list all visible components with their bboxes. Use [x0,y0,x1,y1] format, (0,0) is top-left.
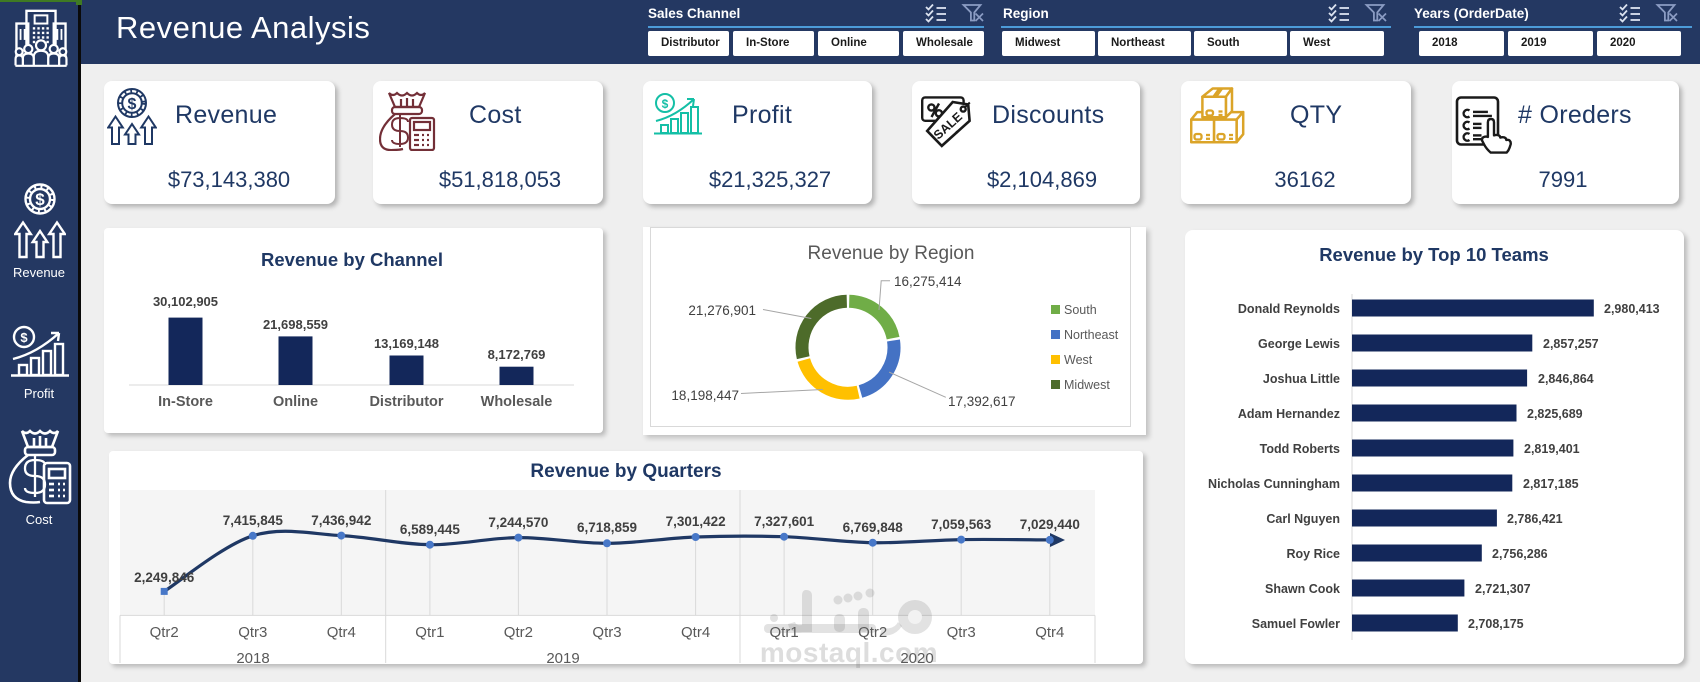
svg-text:2,786,421: 2,786,421 [1507,512,1563,526]
svg-text:George Lewis: George Lewis [1258,337,1340,351]
svg-text:2,819,401: 2,819,401 [1524,442,1580,456]
svg-text:Wholesale: Wholesale [481,394,553,410]
svg-text:Revenue by Channel: Revenue by Channel [261,249,443,270]
svg-text:7,301,422: 7,301,422 [666,514,726,529]
svg-text:Donald Reynolds: Donald Reynolds [1238,302,1340,316]
svg-text:Online: Online [273,394,318,410]
svg-text:2018: 2018 [236,650,269,664]
svg-text:2,249,846: 2,249,846 [134,570,195,585]
svg-text:7,029,440: 7,029,440 [1020,517,1080,532]
svg-text:8,172,769: 8,172,769 [488,347,546,362]
svg-text:2019: 2019 [546,650,579,664]
svg-text:6,769,848: 6,769,848 [843,520,904,535]
svg-text:$: $ [35,190,45,209]
svg-text:Revenue by Quarters: Revenue by Quarters [530,461,721,482]
svg-text:Qtr2: Qtr2 [858,624,887,641]
svg-text:$: $ [662,97,669,111]
svg-text:Qtr3: Qtr3 [238,624,267,641]
svg-text:13,169,148: 13,169,148 [374,336,439,351]
svg-text:Northeast: Northeast [1064,328,1119,342]
svg-text:Qtr3: Qtr3 [947,624,976,641]
svg-text:7,327,601: 7,327,601 [754,514,815,529]
svg-text:Revenue by Top 10 Teams: Revenue by Top 10 Teams [1319,244,1549,265]
svg-text:$: $ [20,330,28,345]
svg-text:South: South [1064,303,1097,317]
svg-text:Todd Roberts: Todd Roberts [1260,442,1340,456]
svg-text:Revenue by Region: Revenue by Region [808,243,975,264]
svg-text:Qtr4: Qtr4 [1035,624,1064,641]
svg-text:21,276,901: 21,276,901 [688,303,756,318]
svg-text:2020: 2020 [900,650,933,664]
svg-text:$: $ [128,96,137,113]
svg-text:7,415,845: 7,415,845 [223,513,284,528]
svg-text:30,102,905: 30,102,905 [153,294,218,309]
svg-text:6,718,859: 6,718,859 [577,520,637,535]
svg-text:21,698,559: 21,698,559 [263,317,328,332]
svg-text:Distributor: Distributor [369,394,443,410]
svg-text:17,392,617: 17,392,617 [948,394,1016,409]
svg-text:2,825,689: 2,825,689 [1527,407,1583,421]
svg-text:2,980,413: 2,980,413 [1604,302,1660,316]
svg-text:2,708,175: 2,708,175 [1468,617,1524,631]
svg-text:2,857,257: 2,857,257 [1543,337,1599,351]
svg-text:Joshua Little: Joshua Little [1263,372,1340,386]
svg-text:Qtr4: Qtr4 [327,624,356,641]
svg-text:Qtr3: Qtr3 [592,624,621,641]
svg-text:Qtr4: Qtr4 [681,624,710,641]
svg-text:2,817,185: 2,817,185 [1523,477,1579,491]
svg-text:In-Store: In-Store [158,394,213,410]
svg-text:7,059,563: 7,059,563 [931,517,992,532]
svg-text:Midwest: Midwest [1064,378,1110,392]
svg-text:2,756,286: 2,756,286 [1492,547,1548,561]
svg-text:Qtr2: Qtr2 [150,624,179,641]
svg-text:7,436,942: 7,436,942 [311,513,371,528]
svg-text:Qtr1: Qtr1 [770,624,799,641]
svg-text:6,589,445: 6,589,445 [400,522,461,537]
svg-text:2,721,307: 2,721,307 [1475,582,1531,596]
svg-text:18,198,447: 18,198,447 [671,388,739,403]
svg-text:Roy Rice: Roy Rice [1287,547,1341,561]
svg-text:7,244,570: 7,244,570 [488,515,548,530]
svg-text:2,846,864: 2,846,864 [1538,372,1594,386]
svg-text:Samuel Fowler: Samuel Fowler [1252,617,1340,631]
svg-text:West: West [1064,353,1093,367]
svg-text:Qtr2: Qtr2 [504,624,533,641]
svg-text:Carl Nguyen: Carl Nguyen [1266,512,1340,526]
svg-text:Shawn Cook: Shawn Cook [1265,582,1340,596]
svg-text:Nicholas Cunningham: Nicholas Cunningham [1208,477,1340,491]
svg-text:Adam Hernandez: Adam Hernandez [1238,407,1340,421]
svg-text:Qtr1: Qtr1 [415,624,444,641]
svg-text:16,275,414: 16,275,414 [894,274,962,289]
